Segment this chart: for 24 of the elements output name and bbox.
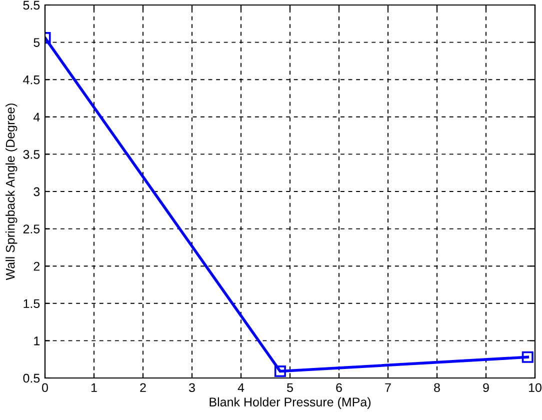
x-tick-label: 4: [238, 383, 244, 392]
x-tick-label: 1: [91, 383, 97, 392]
y-tick-label: 5: [34, 38, 40, 47]
y-tick-label: 3.5: [23, 150, 40, 159]
x-tick-label: 3: [189, 383, 195, 392]
x-tick-label: 5: [287, 383, 293, 392]
x-tick-label: 6: [336, 383, 342, 392]
y-tick-label: 2.5: [23, 224, 40, 234]
x-tick-label: 7: [385, 383, 391, 392]
x-tick-label: 2: [140, 383, 146, 392]
y-tick-label: 4.5: [23, 76, 40, 84]
y-tick-label: 1.5: [24, 299, 40, 308]
y-tick-label: 1: [34, 336, 40, 346]
x-tick-label: 10: [529, 383, 542, 392]
x-axis-title: Blank Holder Pressure (MPa): [210, 397, 371, 409]
y-tick-label: 3: [34, 187, 40, 196]
x-tick-label: 9: [483, 383, 489, 392]
y-tick-label: 4: [33, 112, 40, 122]
x-tick-label: 0: [42, 383, 48, 392]
y-axis-title: Wall Springback Angle (Degree): [6, 104, 18, 280]
y-tick-label: 5.5: [23, 0, 40, 10]
y-tick-label: 0.5: [23, 374, 40, 383]
y-tick-label: 2: [34, 262, 40, 271]
x-tick-label: 8: [434, 383, 440, 392]
